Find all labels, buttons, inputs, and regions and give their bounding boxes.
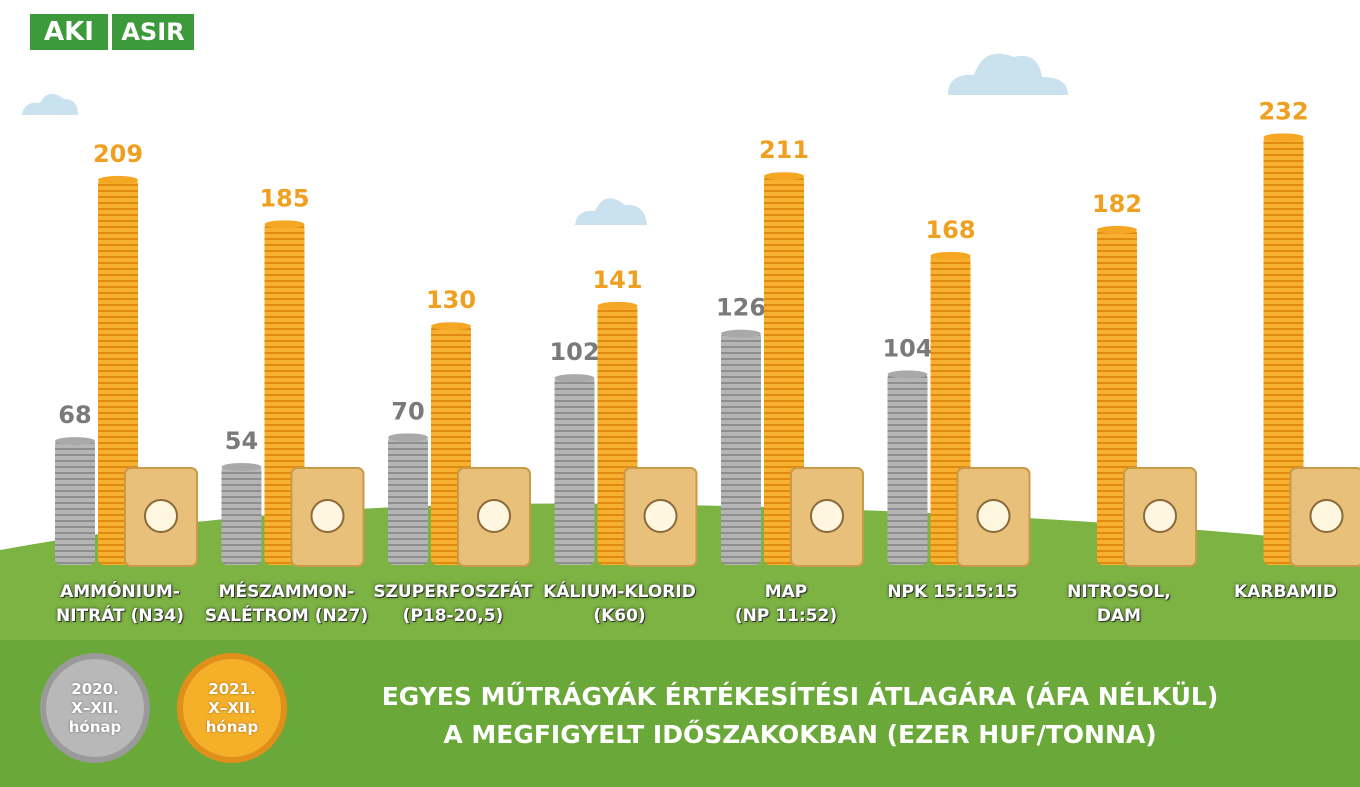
value-label: 70 bbox=[391, 397, 424, 425]
category-label: MAP (NP 11:52) bbox=[734, 582, 838, 626]
category-label: AMMÓNIUM- NITRÁT (N34) bbox=[55, 582, 184, 626]
product-icon bbox=[144, 499, 178, 533]
legend-coin bbox=[40, 653, 150, 763]
value-label: 130 bbox=[426, 286, 476, 314]
logo: AKI ASIR bbox=[30, 14, 194, 50]
product-icon bbox=[310, 499, 345, 533]
value-label: 54 bbox=[225, 427, 258, 455]
coin-top bbox=[930, 251, 971, 260]
value-label: 209 bbox=[93, 140, 143, 168]
chart-title: EGYES MŰTRÁGYÁK ÉRTÉKESÍTÉSI ÁTLAGÁRA (Á… bbox=[381, 682, 1219, 749]
coin-stack bbox=[764, 174, 804, 565]
product-icon bbox=[1143, 499, 1177, 533]
legend-label: 2020. X–XII. hónap bbox=[68, 680, 122, 736]
coin-top bbox=[721, 329, 761, 338]
category-label: KÁLIUM-KLORID (K60) bbox=[543, 582, 696, 626]
value-label: 104 bbox=[882, 334, 932, 362]
value-label: 182 bbox=[1092, 190, 1142, 218]
value-label: 211 bbox=[759, 136, 809, 164]
product-icon bbox=[810, 499, 844, 533]
coin-top bbox=[597, 301, 638, 310]
category-label: NPK 15:15:15 bbox=[887, 582, 1018, 602]
category-label: KARBAMID bbox=[1234, 582, 1337, 602]
coin-top bbox=[1097, 225, 1137, 234]
value-label: 126 bbox=[716, 294, 766, 322]
value-label: 232 bbox=[1258, 97, 1308, 125]
value-label: 102 bbox=[549, 338, 599, 366]
legend-label: 2021. X–XII. hónap bbox=[205, 680, 259, 736]
coin-top bbox=[431, 322, 471, 331]
coin-top bbox=[264, 220, 305, 229]
value-label: 185 bbox=[259, 184, 309, 212]
legend-coin bbox=[177, 653, 287, 763]
coin-stack bbox=[388, 435, 428, 565]
value-label: 68 bbox=[58, 401, 91, 429]
coin-top bbox=[554, 374, 595, 383]
coin-stack bbox=[554, 376, 595, 565]
category-label: SZUPERFOSZFÁT (P18-20,5) bbox=[373, 582, 533, 626]
category-label: MÉSZAMMON- SALÉTROM (N27) bbox=[204, 582, 369, 626]
value-label: 141 bbox=[592, 266, 642, 294]
coin-stack bbox=[721, 331, 761, 565]
coin-top bbox=[98, 175, 138, 184]
coin-top bbox=[1263, 133, 1304, 142]
coin-stack bbox=[55, 439, 95, 565]
coin-stack bbox=[221, 464, 262, 565]
product-icon bbox=[976, 499, 1011, 533]
value-label: 168 bbox=[925, 216, 975, 244]
product-icon bbox=[1309, 499, 1344, 533]
clouds bbox=[22, 53, 1068, 225]
coin-top bbox=[764, 172, 804, 181]
category-label: NITROSOL, DAM bbox=[1067, 582, 1171, 626]
coin-top bbox=[55, 437, 95, 446]
logo-text: AKI bbox=[44, 17, 94, 47]
coin-top bbox=[221, 462, 262, 471]
coin-top bbox=[887, 370, 928, 379]
coin-stack bbox=[1263, 135, 1304, 565]
product-icon bbox=[643, 499, 678, 533]
logo-text: ASIR bbox=[121, 18, 184, 46]
coin-stack bbox=[887, 372, 928, 565]
product-icon bbox=[477, 499, 511, 533]
coin-top bbox=[388, 433, 428, 442]
